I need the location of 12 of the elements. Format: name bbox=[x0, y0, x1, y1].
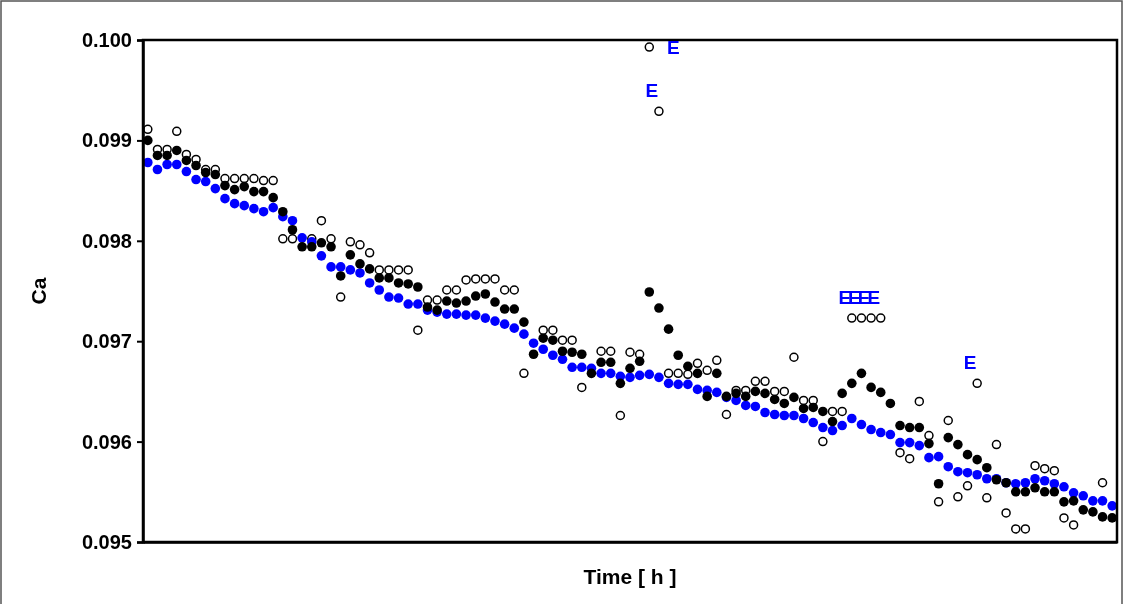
y-tick-label: 0.099 bbox=[81, 129, 132, 152]
annotation: E bbox=[963, 352, 977, 374]
y-tick-label: 0.096 bbox=[81, 430, 132, 453]
y-tick-label: 0.097 bbox=[81, 330, 132, 353]
y-axis-title: Ca bbox=[27, 277, 50, 305]
annotation: E bbox=[867, 287, 881, 309]
y-tick-label: 0.098 bbox=[81, 229, 132, 252]
annotation: E bbox=[666, 37, 680, 59]
y-tick-label: 0.095 bbox=[81, 530, 132, 553]
y-tick-label: 0.100 bbox=[81, 28, 132, 51]
x-axis-title: Time [ h ] bbox=[583, 565, 677, 588]
annotation: E bbox=[645, 80, 659, 102]
